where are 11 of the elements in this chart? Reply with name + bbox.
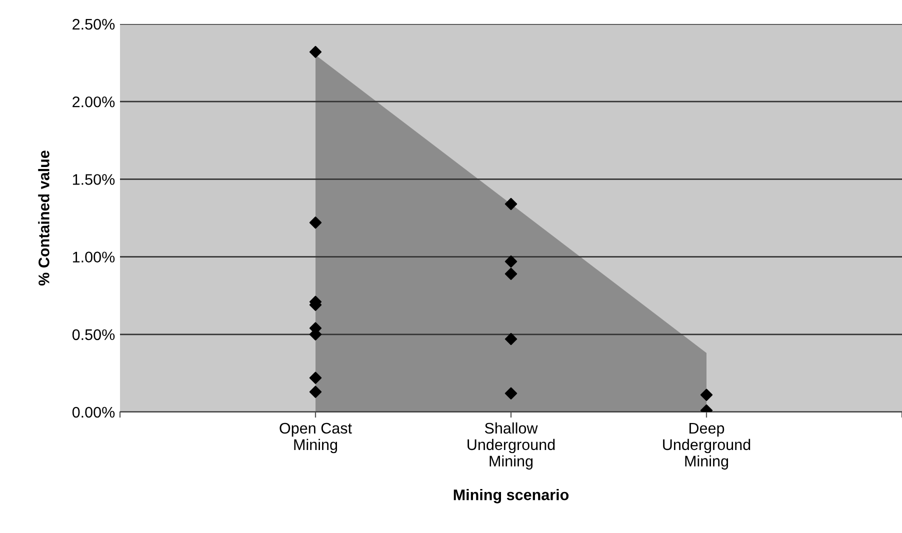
y-tick-label: 2.00%	[72, 96, 115, 108]
y-tick-label: 2.50%	[72, 18, 115, 30]
x-tick-label: Open Cast Mining	[280, 422, 352, 454]
y-axis-title: % Contained value	[38, 150, 50, 286]
y-tick-label: 0.50%	[72, 329, 115, 340]
y-tick-label: 1.00%	[72, 252, 115, 262]
y-tick-label: 1.50%	[72, 174, 115, 185]
x-tick-label: Shallow Underground Mining	[468, 422, 555, 470]
x-axis-title: Mining scenario	[454, 489, 569, 504]
y-tick-label: 0.00%	[72, 406, 115, 418]
x-tick-label: Deep Underground Mining	[663, 422, 750, 470]
